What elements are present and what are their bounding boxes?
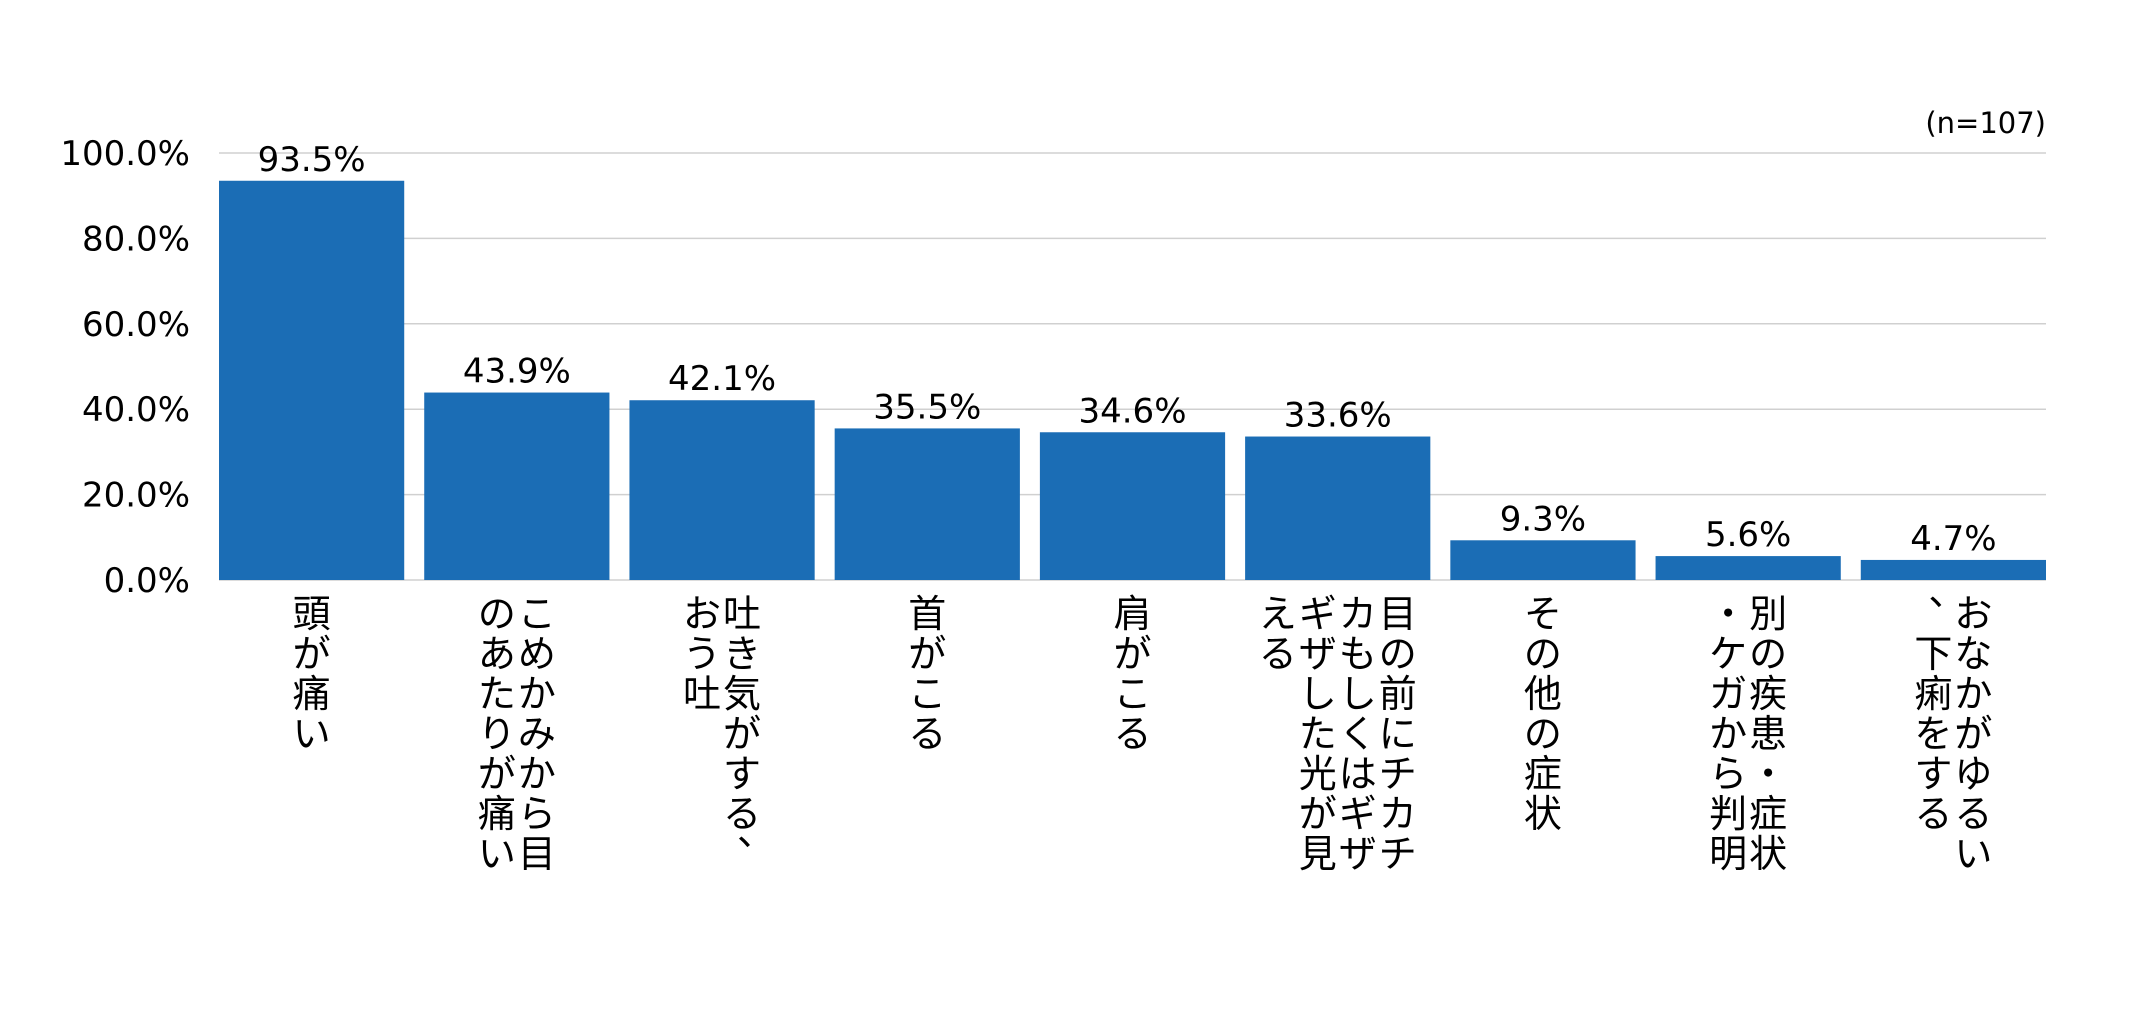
data-label-2: 42.1%	[668, 359, 776, 399]
data-label-1: 43.9%	[463, 352, 571, 392]
data-label-7: 5.6%	[1705, 515, 1791, 555]
data-label-8: 4.7%	[1910, 519, 1996, 559]
y-tick-label-0: 0.0%	[104, 561, 190, 601]
bar-3	[834, 428, 1020, 580]
bar-6	[1450, 540, 1636, 580]
y-tick-label-4: 80.0%	[82, 219, 190, 259]
bar-0	[219, 180, 405, 580]
data-label-5: 33.6%	[1284, 396, 1392, 436]
category-label-7: 別の疾患・症状・ケガから判明	[1709, 592, 1787, 876]
bar-1	[424, 392, 610, 580]
bar-8	[1860, 559, 2046, 580]
category-label-4: 肩がこる	[1113, 592, 1151, 756]
category-label-5: 目の前にチカチカもしくはギザギザした光が見える	[1259, 592, 1417, 876]
y-tick-label-1: 20.0%	[82, 476, 190, 516]
category-label-8: おなかがゆるい、下痢をする	[1914, 570, 1992, 876]
sample-size-note: (n=107)	[1925, 106, 2046, 140]
bar-2	[629, 400, 815, 580]
category-label-1: こめかみから目のあたりが痛い	[478, 592, 556, 876]
bar-4	[1039, 432, 1226, 580]
category-label-2: 吐き気がする、おう吐	[683, 592, 775, 854]
data-label-0: 93.5%	[258, 140, 366, 180]
category-label-3: 首がこる	[908, 592, 946, 756]
bar-7	[1655, 556, 1841, 580]
data-labels: 93.5% 43.9% 42.1% 35.5% 34.6% 33.6% 9.3% 5.6% 4.…	[258, 140, 1997, 559]
y-tick-label-2: 40.0%	[82, 390, 190, 430]
y-tick-label-3: 60.0%	[82, 305, 190, 345]
y-tick-label-5: 100.0%	[60, 134, 190, 174]
bars	[219, 180, 2046, 580]
y-axis: 0.0% 20.0% 40.0% 60.0% 80.0% 100.0%	[60, 134, 190, 601]
data-label-3: 35.5%	[873, 387, 981, 427]
category-label-6: その他の症状	[1524, 592, 1562, 836]
bar-5	[1245, 436, 1431, 580]
data-label-6: 9.3%	[1500, 499, 1586, 539]
data-label-4: 34.6%	[1078, 391, 1186, 431]
category-labels: 頭が痛い こめかみから目のあたりが痛い 吐き気がする、おう吐 首がこる 肩がこる 目の前に…	[293, 570, 1993, 876]
category-label-0: 頭が痛い	[293, 592, 331, 756]
